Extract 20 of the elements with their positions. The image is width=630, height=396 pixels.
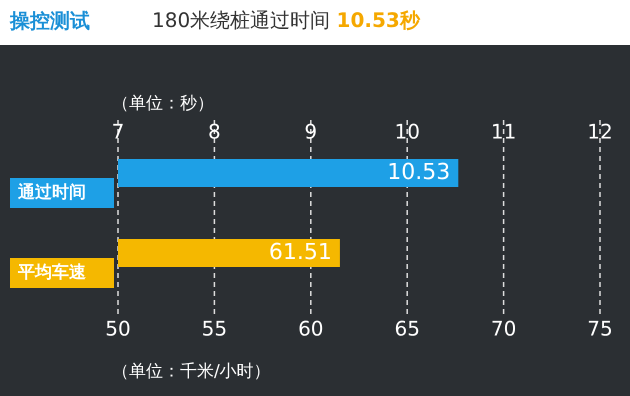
x-tick-label: 75 [587,316,613,340]
x2-tick-label: 7 [112,119,124,144]
data-label: 61.51 [268,240,332,266]
y-tick-label: 平均车速 [17,262,86,283]
x-tick-label: 55 [202,316,228,340]
x2-axis-title: （单位：秒） [112,94,214,114]
x2-tick-label: 12 [587,119,613,144]
x-axis-title: （单位：千米/小时） [112,362,271,382]
data-label: 10.53 [387,160,450,186]
x2-tick-label: 10 [394,119,420,144]
y-tick-label: 通过时间 [17,182,86,203]
chart-title: 操控测试 [9,8,90,32]
x-tick-label: 50 [105,316,131,340]
x2-tick-label: 9 [304,119,318,144]
chart-subtitle: 180米绕桩通过时间 10.53秒 [152,8,421,32]
x2-tick-label: 11 [490,119,516,144]
x-tick-label: 70 [490,316,516,340]
x-tick-label: 65 [394,316,420,340]
x-tick-label: 60 [298,316,324,340]
x2-tick-label: 8 [208,119,221,144]
